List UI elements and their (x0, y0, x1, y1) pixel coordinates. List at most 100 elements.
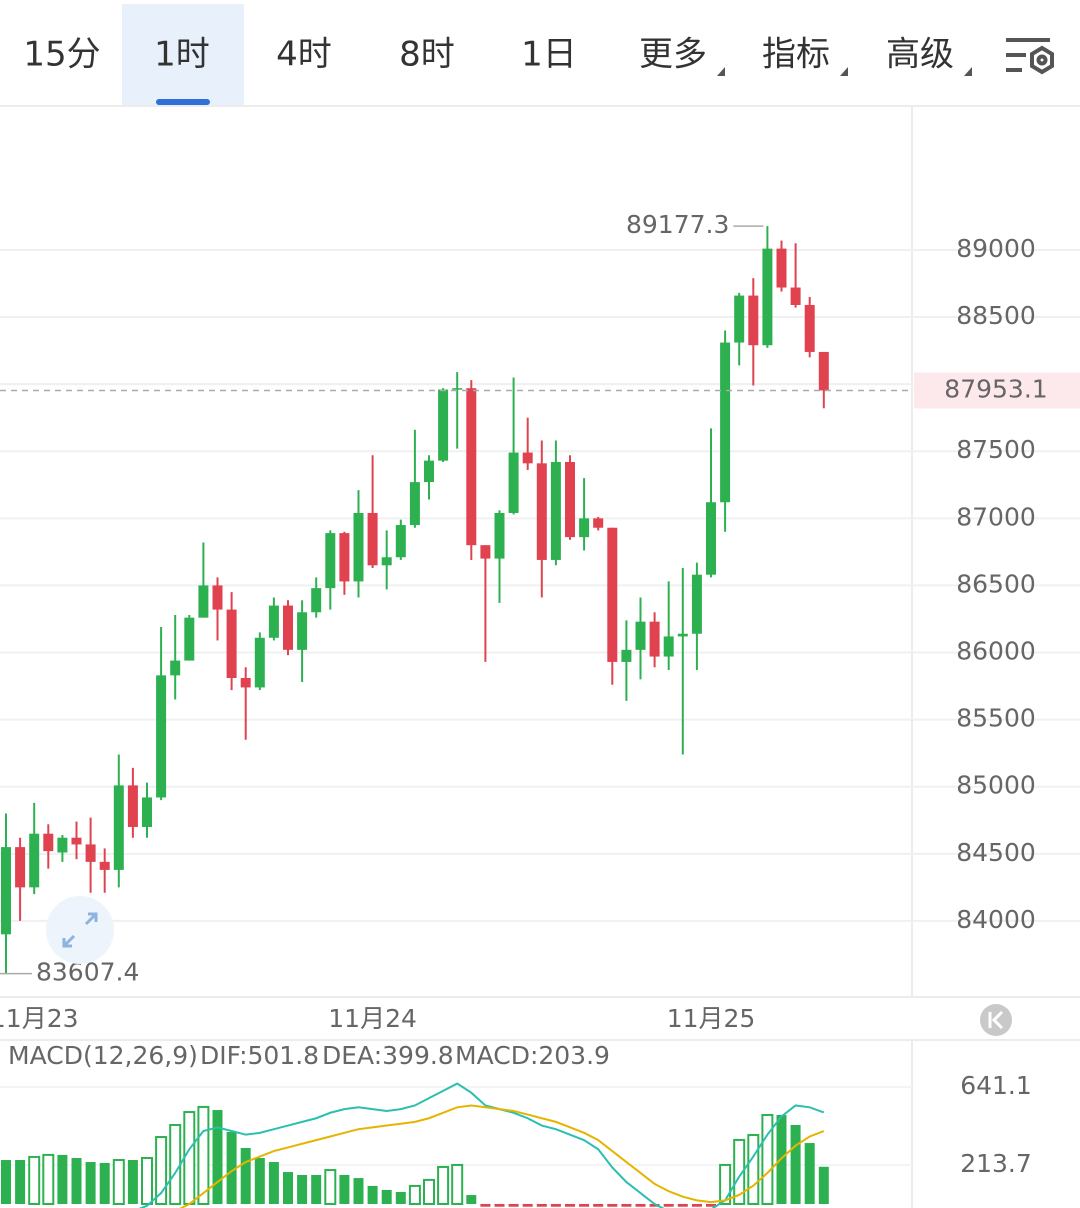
candle-body (621, 649, 632, 662)
candle-body (381, 557, 392, 566)
candle-body (142, 797, 152, 827)
tab[interactable]: 高级 (886, 35, 954, 75)
legend-entry: DEA:399.8 (322, 1041, 454, 1070)
macd-bar (283, 1172, 293, 1204)
y-tick-label: 87500 (956, 435, 1036, 464)
active-tab-underline (156, 99, 210, 105)
candle-body (720, 342, 731, 503)
candle-body (466, 388, 477, 546)
macd-bar (339, 1174, 350, 1204)
settings-icon[interactable] (1006, 38, 1054, 75)
macd-bar (621, 1203, 632, 1207)
macd-bar (494, 1203, 505, 1207)
active-tab-bg (122, 4, 244, 106)
macd-bar (141, 1157, 153, 1205)
tab[interactable]: 8时 (399, 35, 455, 75)
candle-body (790, 287, 801, 305)
candle-body (127, 785, 138, 827)
macd-bar (268, 1162, 279, 1204)
reset-icon (988, 1010, 1004, 1030)
candle-body (254, 637, 265, 688)
tab[interactable]: 指标 (762, 35, 830, 75)
x-tick-label: 11月25 (667, 1004, 756, 1033)
y-tick-label: 89000 (956, 234, 1036, 263)
tab[interactable]: 4时 (276, 35, 332, 75)
dropdown-caret (717, 67, 725, 76)
macd-bar (367, 1185, 378, 1204)
tab[interactable]: 1时 (154, 35, 210, 75)
candle-body (508, 452, 519, 513)
icon-dot (1036, 54, 1048, 66)
candle-body (663, 636, 674, 657)
candle-body (522, 452, 533, 464)
macd-bar (466, 1195, 477, 1204)
macd-bar (579, 1203, 590, 1207)
macd-bar (57, 1154, 68, 1204)
candle-chart: 84000 84500 85000 85500 86000 86500 87000 87500… (0, 210, 1080, 1033)
y-tick-label: 213.7 (960, 1149, 1032, 1178)
macd-bar (691, 1203, 702, 1207)
macd-bar (169, 1123, 182, 1205)
macd-bar (536, 1203, 547, 1207)
candle-body (297, 612, 308, 650)
tab[interactable]: 15分 (23, 35, 100, 75)
y-tick-label: 88500 (956, 301, 1036, 330)
candle-body (170, 660, 181, 676)
macd-bar (226, 1131, 237, 1204)
macd-bar (663, 1203, 674, 1207)
macd-bar (381, 1189, 392, 1204)
y-tick-label: 84500 (956, 838, 1036, 867)
macd-bar (99, 1162, 110, 1204)
reset-button[interactable] (980, 1004, 1012, 1036)
candle-body (818, 351, 829, 391)
candle-body (57, 837, 68, 853)
macd-bar (706, 1203, 716, 1207)
macd-bar (480, 1203, 491, 1207)
macd-bar (183, 1111, 196, 1205)
expand-button[interactable] (46, 896, 114, 964)
candle-body (339, 533, 350, 582)
icon-hex (1030, 45, 1054, 75)
candle-body (734, 295, 745, 343)
candle-body (691, 574, 702, 634)
candle-body (480, 545, 491, 559)
button-bg (46, 896, 114, 964)
candle-body (494, 512, 505, 559)
macd-line (179, 1104, 825, 1208)
macd-bar (311, 1174, 322, 1204)
candle-body (113, 785, 124, 870)
tab[interactable]: 1日 (521, 35, 577, 75)
candle-body (156, 675, 167, 798)
candle-body (424, 460, 434, 483)
candle-body (804, 304, 815, 352)
candle-body (240, 678, 251, 688)
macd-bar (212, 1110, 223, 1204)
dropdown-caret (840, 67, 848, 76)
candle-body (593, 518, 604, 528)
macd-bar (71, 1158, 82, 1204)
candle-body (15, 847, 26, 888)
candle-body (565, 461, 575, 538)
candle-body (536, 463, 547, 560)
y-tick-label: 85000 (956, 771, 1036, 800)
candle-body (226, 609, 237, 679)
candle-body (99, 861, 110, 870)
macd-bar (395, 1191, 406, 1204)
price-tag-bg (914, 372, 1080, 409)
indicator-label: MACD(12,26,9) (8, 1041, 198, 1070)
candle-body (409, 482, 420, 526)
macd-bar (607, 1203, 618, 1207)
candle-body (550, 461, 561, 560)
dropdown-caret (964, 67, 972, 76)
x-tick-label: 11月23 (0, 1004, 79, 1033)
candle-body (438, 389, 449, 461)
macd-bar (1, 1160, 11, 1204)
candle-body (353, 512, 364, 582)
macd-bar (790, 1124, 801, 1204)
y-tick-label: 85500 (956, 704, 1036, 733)
macd-bar (112, 1159, 125, 1205)
y-tick-label: 641.1 (960, 1071, 1032, 1100)
macd-bar (437, 1165, 450, 1205)
tab[interactable]: 更多 (639, 35, 707, 75)
